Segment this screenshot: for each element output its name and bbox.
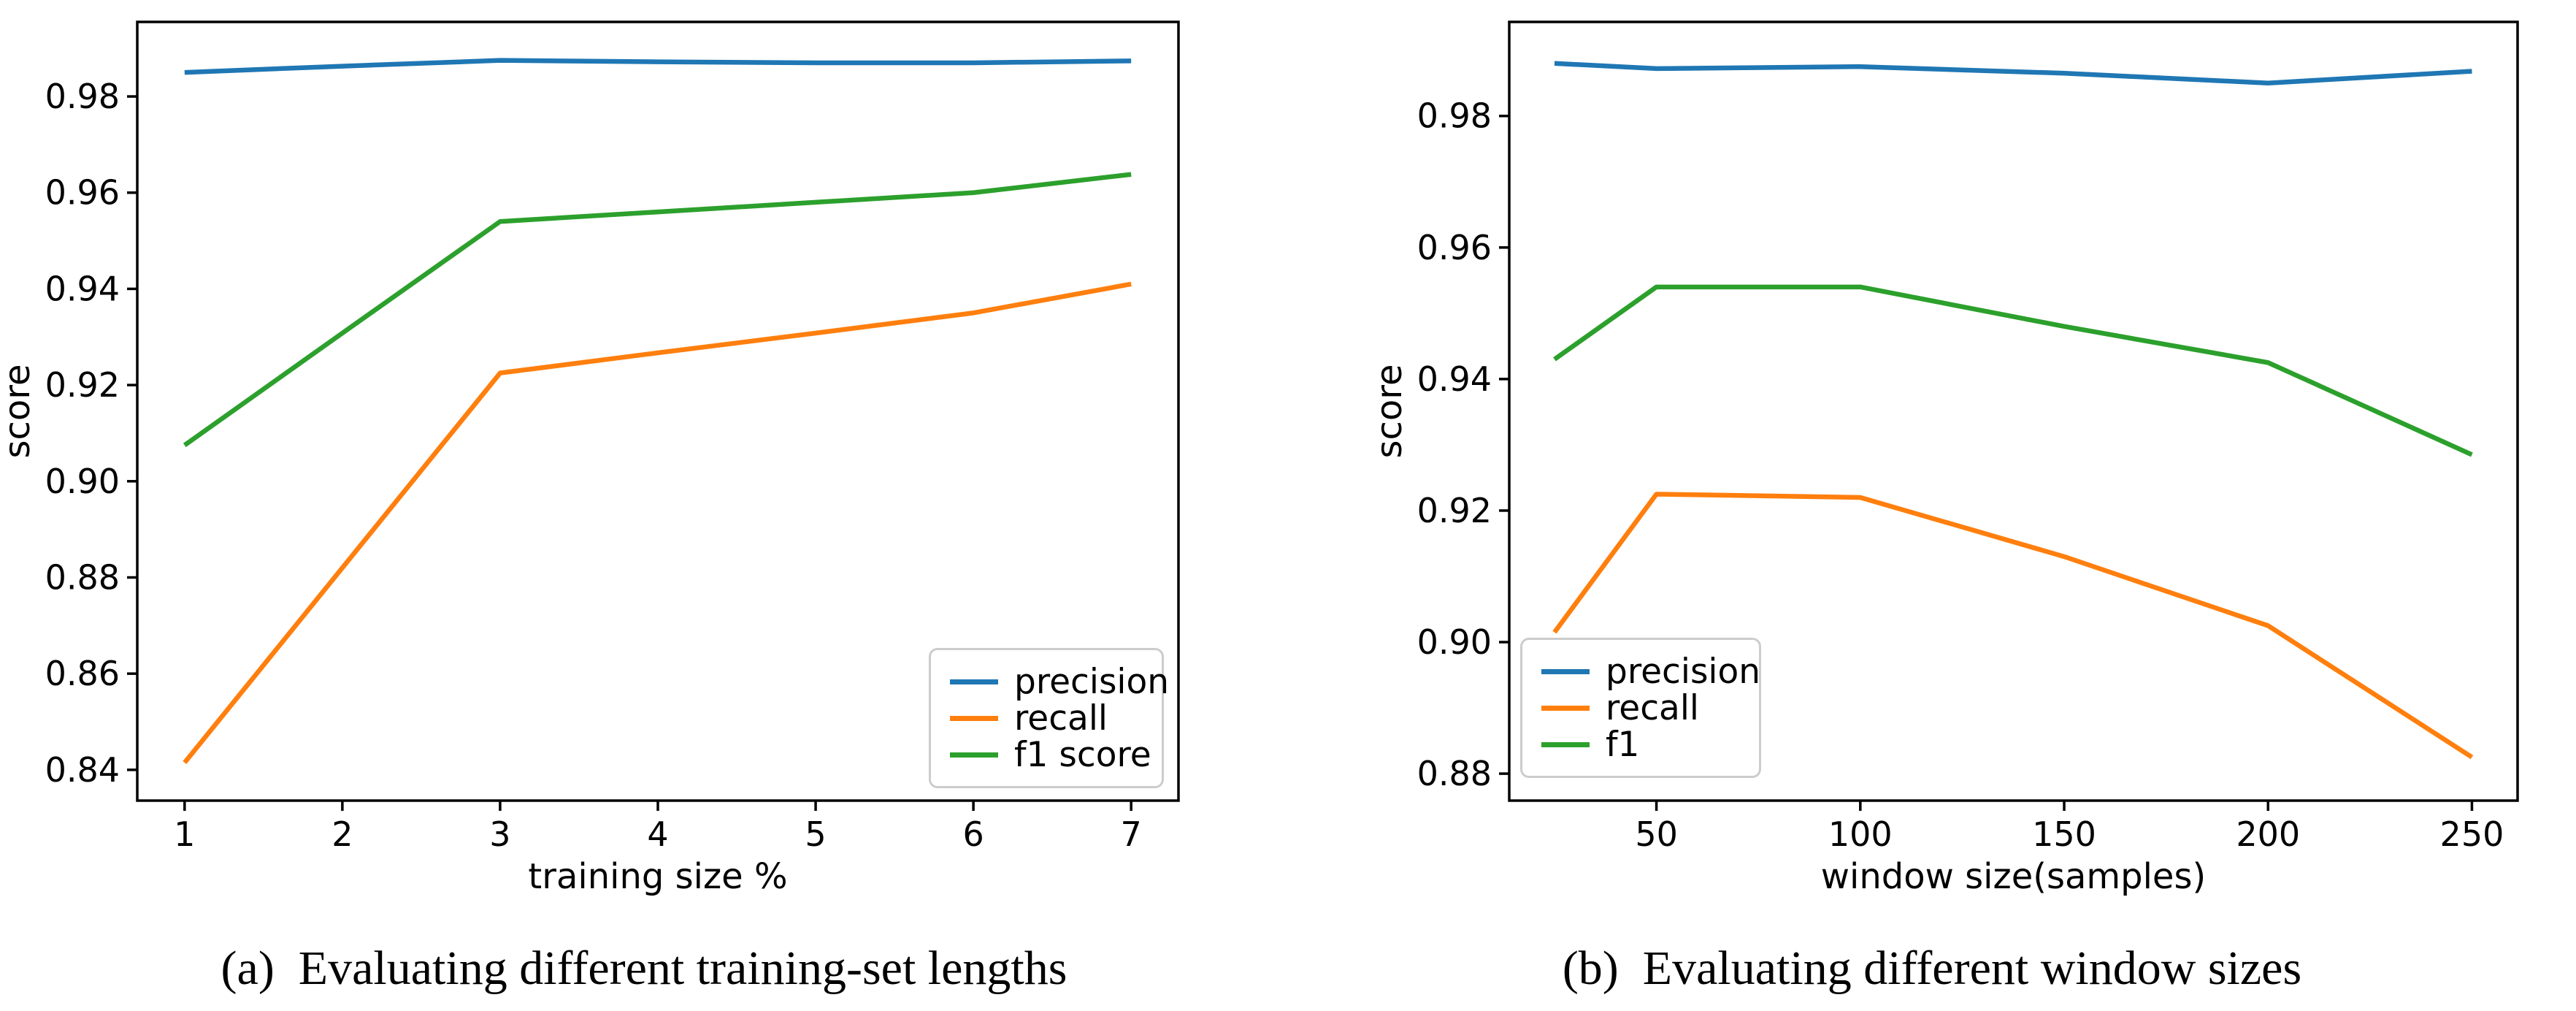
chart-b-caption: (b) Evaluating different window sizes bbox=[1562, 942, 2302, 995]
legend-label: precision bbox=[1606, 651, 1761, 692]
legend-label: f1 score bbox=[1014, 734, 1151, 775]
legend-entry-f1: f1 bbox=[1541, 726, 1737, 763]
legend-swatch-f1 bbox=[1541, 741, 1590, 747]
legend-entry-f1-score: f1 score bbox=[950, 736, 1151, 773]
line-b-precision bbox=[1554, 61, 2472, 85]
y-tick-label-a: 0.94 bbox=[45, 269, 120, 308]
x-tick-label-a: 7 bbox=[1121, 814, 1142, 854]
x-tick-label-a: 6 bbox=[962, 814, 984, 854]
legend-entry-recall: recall bbox=[1541, 690, 1737, 726]
x-tick-label-b: 100 bbox=[1828, 814, 1893, 854]
plot-frame-b bbox=[1508, 20, 2519, 802]
line-a-precision bbox=[184, 58, 1132, 75]
x-tick-label-a: 2 bbox=[331, 814, 353, 854]
x-tick-label-b: 200 bbox=[2236, 814, 2300, 854]
legend-entry-recall: recall bbox=[950, 700, 1140, 736]
y-tick-label-b: 0.90 bbox=[1417, 622, 1492, 662]
y-tick-label-b: 0.92 bbox=[1417, 491, 1492, 530]
y-tick-label-a: 0.84 bbox=[45, 750, 120, 790]
y-tick-label-a: 0.92 bbox=[45, 365, 120, 405]
legend-label: recall bbox=[1014, 698, 1108, 739]
line-b-recall bbox=[1552, 492, 2474, 760]
y-tick-label-a: 0.90 bbox=[45, 462, 120, 501]
x-tick-label-b: 250 bbox=[2440, 814, 2504, 854]
chart-a-legend: precision recall f1 score bbox=[929, 648, 1169, 788]
legend-swatch-recall bbox=[1541, 705, 1590, 711]
y-tick-label-b: 0.94 bbox=[1417, 359, 1492, 399]
x-tick-label-a: 4 bbox=[647, 814, 668, 854]
x-tick-label-a: 5 bbox=[805, 814, 826, 854]
x-axis-label-a: training size % bbox=[528, 856, 787, 897]
x-axis-label-b: window size(samples) bbox=[1821, 856, 2206, 897]
x-tick-label-a: 1 bbox=[174, 814, 195, 854]
line-b-f1 bbox=[1553, 284, 2473, 457]
chart-a: 1 2 3 4 5 6 7 0.84 0.86 0.88 0.90 0.92 0.94 0.96 0.98 t… bbox=[0, 20, 1180, 897]
legend-swatch-precision bbox=[1541, 668, 1590, 674]
y-tick-label-a: 0.86 bbox=[45, 654, 120, 693]
line-a-recall bbox=[183, 281, 1132, 765]
y-tick-label-a: 0.96 bbox=[45, 173, 120, 213]
chart-b-legend: precision recall f1 bbox=[1520, 638, 1761, 778]
y-tick-label-a: 0.88 bbox=[45, 557, 120, 597]
legend-swatch-f1-score bbox=[950, 752, 998, 758]
legend-label: precision bbox=[1014, 661, 1170, 702]
y-tick-label-b: 0.96 bbox=[1417, 228, 1492, 267]
chart-a-caption: (a) Evaluating different training-set le… bbox=[221, 942, 1067, 995]
legend-swatch-recall bbox=[950, 715, 998, 721]
x-tick-label-b: 50 bbox=[1635, 814, 1678, 854]
x-tick-label-a: 3 bbox=[489, 814, 510, 854]
legend-entry-precision: precision bbox=[950, 663, 1169, 700]
legend-swatch-precision bbox=[950, 679, 998, 684]
chart-b: 50 100 150 200 250 0.88 0.90 0.92 0.94 0.96 0.98 wi… bbox=[1369, 20, 2519, 897]
y-tick-label-a: 0.98 bbox=[45, 77, 120, 116]
x-tick-label-b: 150 bbox=[2032, 814, 2096, 854]
y-axis-label-a: score bbox=[0, 365, 38, 459]
y-tick-label-b: 0.88 bbox=[1417, 754, 1492, 793]
y-axis-label-b: score bbox=[1369, 365, 1410, 459]
legend-label: recall bbox=[1606, 687, 1699, 728]
legend-label: f1 bbox=[1606, 724, 1640, 765]
legend-entry-precision: precision bbox=[1541, 653, 1760, 690]
y-tick-label-b: 0.98 bbox=[1417, 96, 1492, 136]
line-a-f1-score bbox=[183, 172, 1132, 448]
